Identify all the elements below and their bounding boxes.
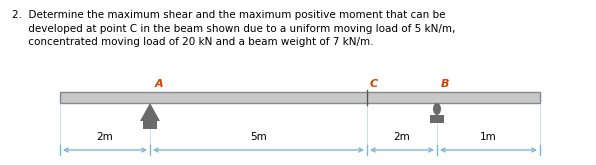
Text: developed at point C in the beam shown due to a uniform moving load of 5 kN/m,: developed at point C in the beam shown d… [12, 23, 455, 33]
Bar [430, 115, 444, 123]
Text: C: C [370, 79, 378, 89]
Text: A: A [155, 79, 164, 89]
Bar [60, 92, 540, 103]
Text: 2.  Determine the maximum shear and the maximum positive moment that can be: 2. Determine the maximum shear and the m… [12, 10, 445, 20]
Text: 2m: 2m [393, 132, 411, 142]
Text: concentrated moving load of 20 kN and a beam weight of 7 kN/m.: concentrated moving load of 20 kN and a … [12, 37, 374, 47]
Text: 2m: 2m [97, 132, 113, 142]
Text: B: B [441, 79, 449, 89]
Polygon shape [140, 103, 160, 121]
Text: 5m: 5m [250, 132, 267, 142]
Bar [143, 121, 157, 129]
Ellipse shape [433, 103, 441, 115]
Text: 1m: 1m [480, 132, 497, 142]
